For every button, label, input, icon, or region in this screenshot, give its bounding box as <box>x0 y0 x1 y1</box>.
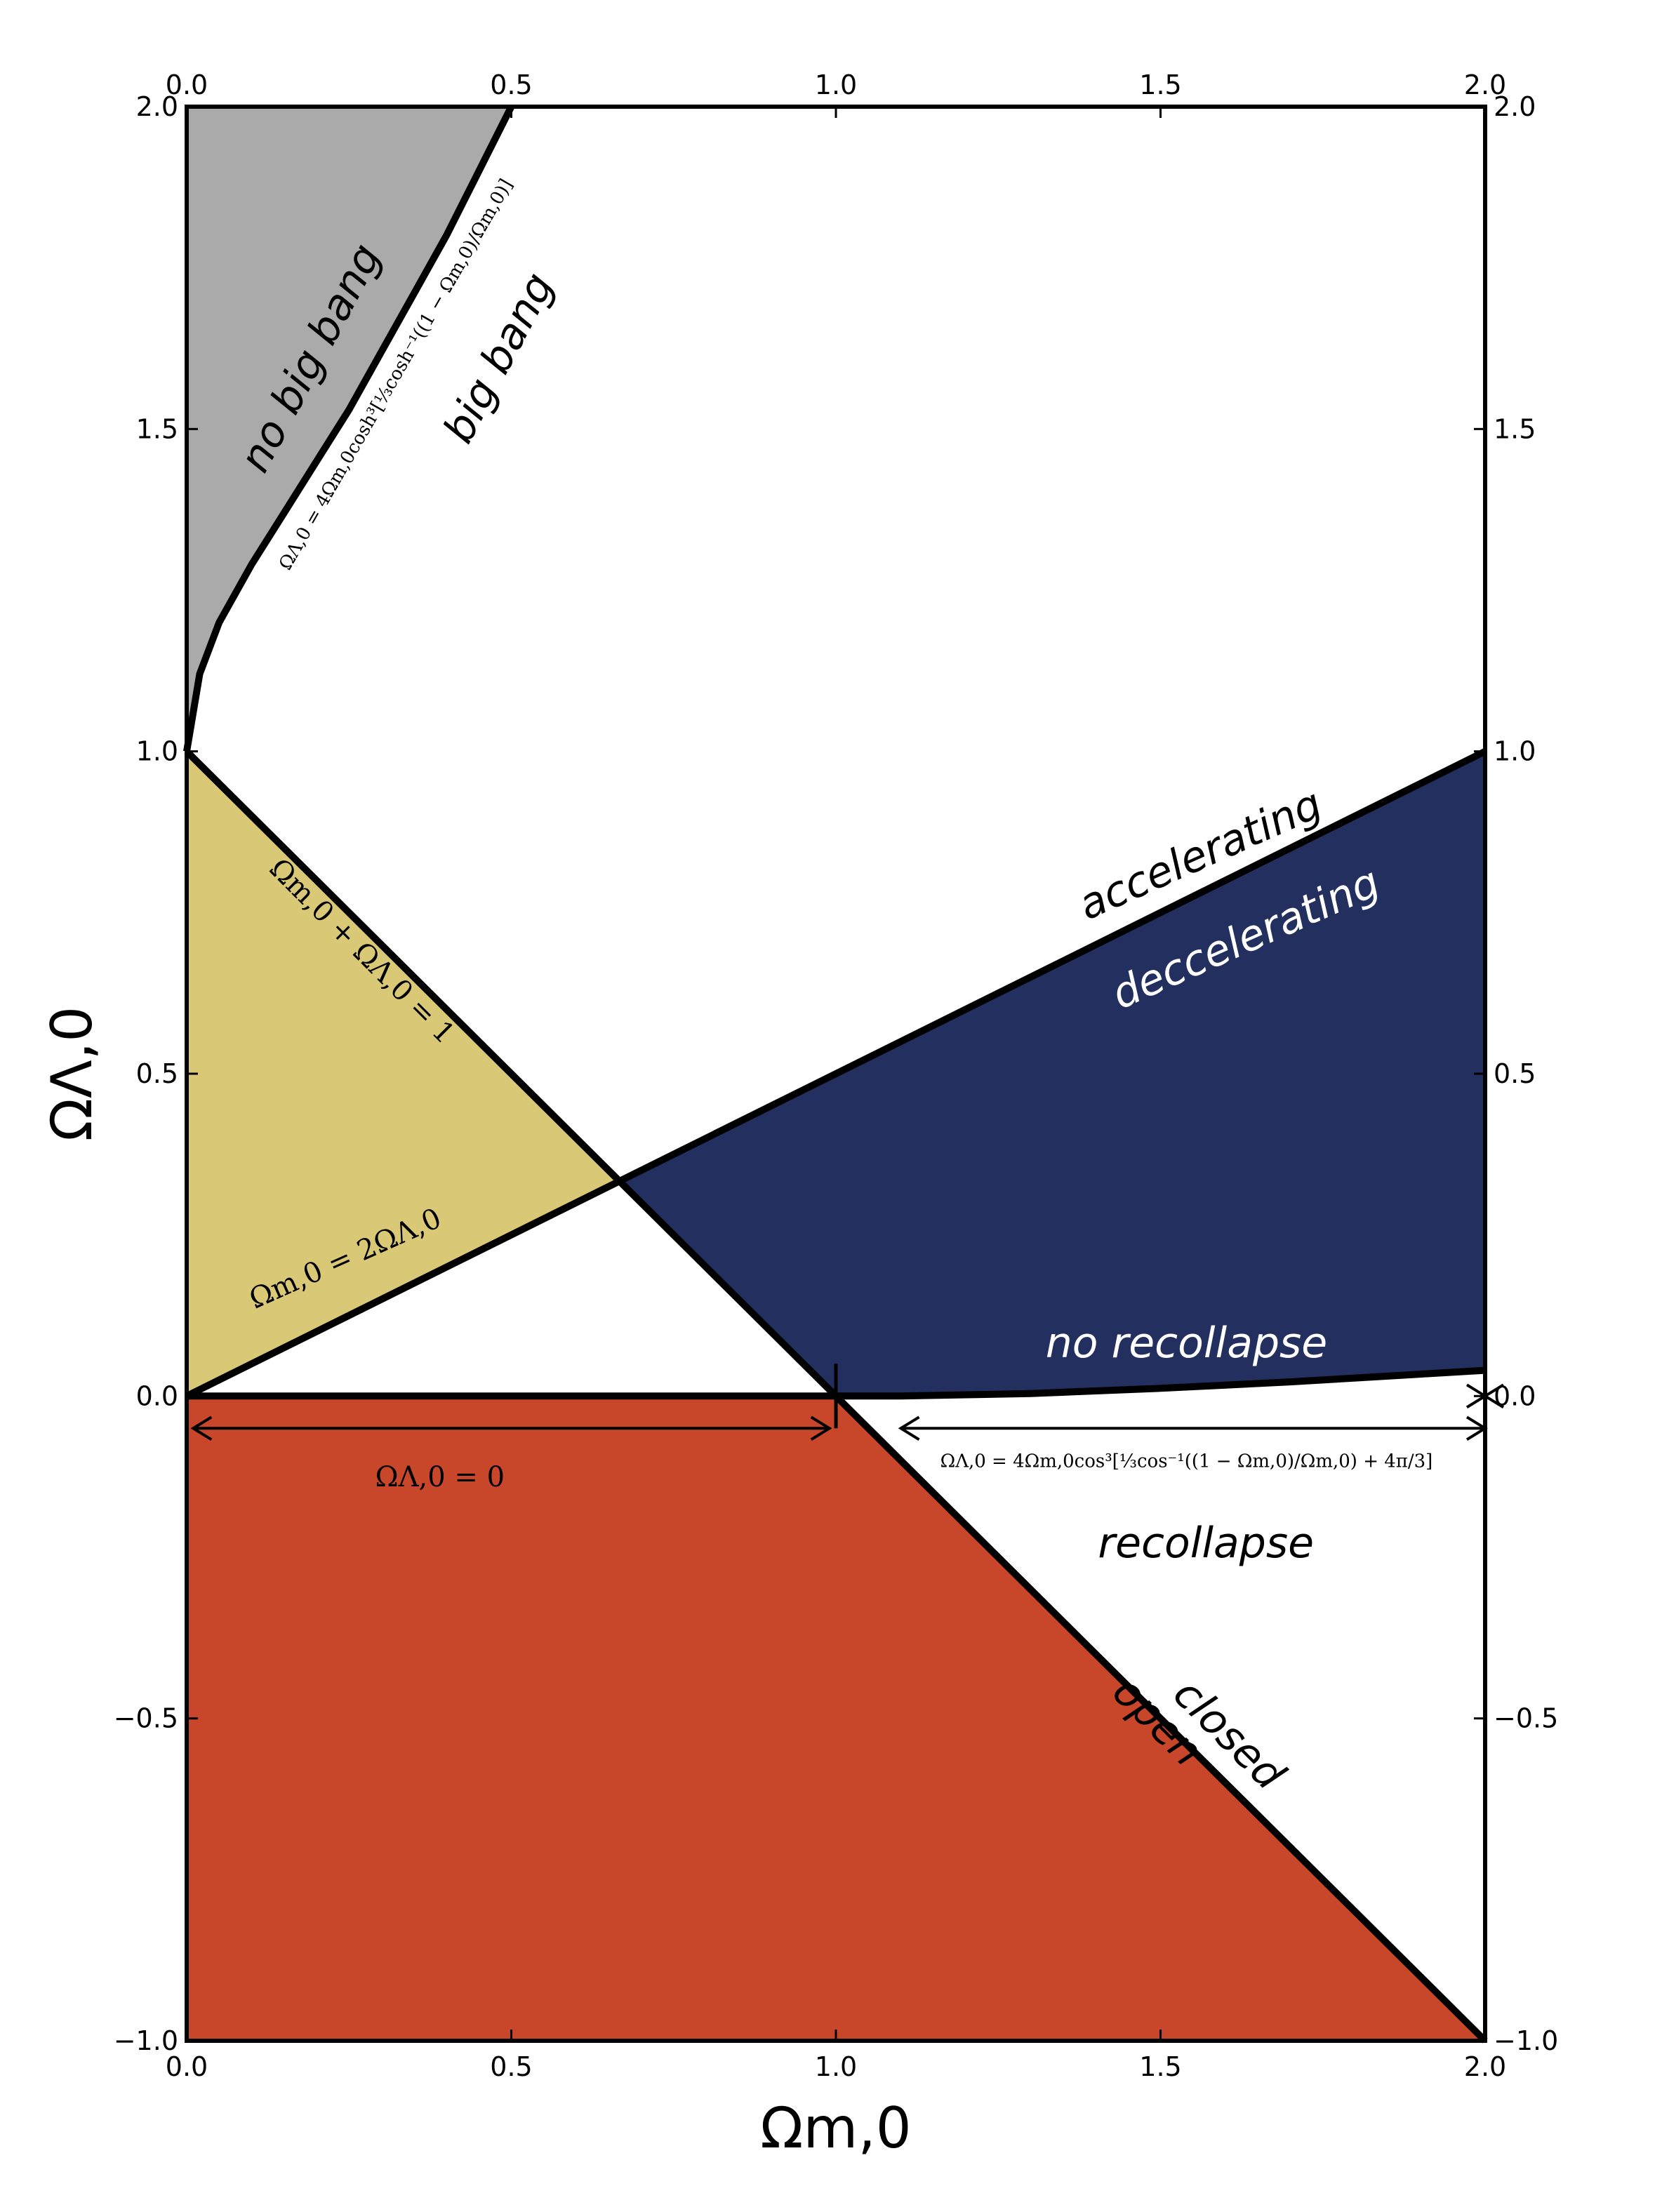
x-tick-label-bottom: 0.5 <box>490 2051 532 2082</box>
accel-curve <box>185 748 1487 1399</box>
y-tick-label-left: −1.0 <box>114 2025 178 2056</box>
y-tick-label-right: 1.0 <box>1494 736 1536 767</box>
recollapse-curve <box>836 1366 1486 1400</box>
y-tick-label-right: 0.0 <box>1494 1380 1536 1411</box>
x-axis-label: Ωm,0 <box>760 2096 911 2161</box>
y-tick-label-left: 1.0 <box>136 736 178 767</box>
y-tick-label-left: 1.5 <box>136 413 178 444</box>
y-tick-label-left: 0.0 <box>136 1380 178 1411</box>
lambda-zero-formula: ΩΛ,0 = 0 <box>375 1461 505 1493</box>
lambda-zero-arrow-head-left <box>190 1415 213 1441</box>
x-tick-label-top: 1.0 <box>815 69 857 100</box>
y-axis-label: ΩΛ,0 <box>39 1006 105 1141</box>
y-tick-label-left: −0.5 <box>114 1703 178 1734</box>
x-tick-label-top: 0.5 <box>490 69 532 100</box>
y-tick-label-right: 0.5 <box>1494 1058 1536 1089</box>
axis-ticks: 0.00.00.50.51.01.01.51.52.02.0−1.0 −1.0−0… <box>114 69 1559 2082</box>
x-tick-label-top: 1.5 <box>1139 69 1181 100</box>
no-big-bang-region <box>187 107 512 752</box>
decelerating-no-recollapse-region <box>619 751 1486 1397</box>
x-tick-label-top: 2.0 <box>1464 69 1506 100</box>
chart-regions <box>187 107 1486 2041</box>
x-tick-label-bottom: 1.5 <box>1139 2051 1181 2082</box>
recollapse-label: recollapse <box>1098 1519 1314 1568</box>
y-tick-label-right: 1.5 <box>1494 413 1536 444</box>
recollapse-formula: ΩΛ,0 = 4Ωm,0cos³[⅓cos⁻¹((1 − Ωm,0)/Ωm,0)… <box>940 1451 1433 1472</box>
y-tick-label-right: 2.0 <box>1494 91 1536 122</box>
y-tick-label-right: −0.5 <box>1494 1703 1558 1734</box>
chart-curves <box>183 105 1488 2044</box>
lambda-zero-arrow-head-right <box>810 1415 832 1441</box>
recollapse-arrow-head-left <box>898 1415 920 1441</box>
open-region <box>187 1396 1485 2041</box>
bigbang-curve <box>183 105 514 752</box>
closed-accelerating-region <box>187 751 620 1397</box>
x-tick-label-bottom: 1.0 <box>815 2051 857 2082</box>
x-tick-label-bottom: 2.0 <box>1464 2051 1506 2082</box>
x-tick-label-top: 0.0 <box>166 69 208 100</box>
x-tick-label-bottom: 0.0 <box>166 2051 208 2082</box>
y-tick-label-left: 2.0 <box>136 91 178 122</box>
y-tick-label-left: 0.5 <box>136 1058 178 1089</box>
no-recollapse-label: no recollapse <box>1046 1319 1327 1368</box>
y-tick-label-right: −1.0 <box>1494 2025 1558 2056</box>
